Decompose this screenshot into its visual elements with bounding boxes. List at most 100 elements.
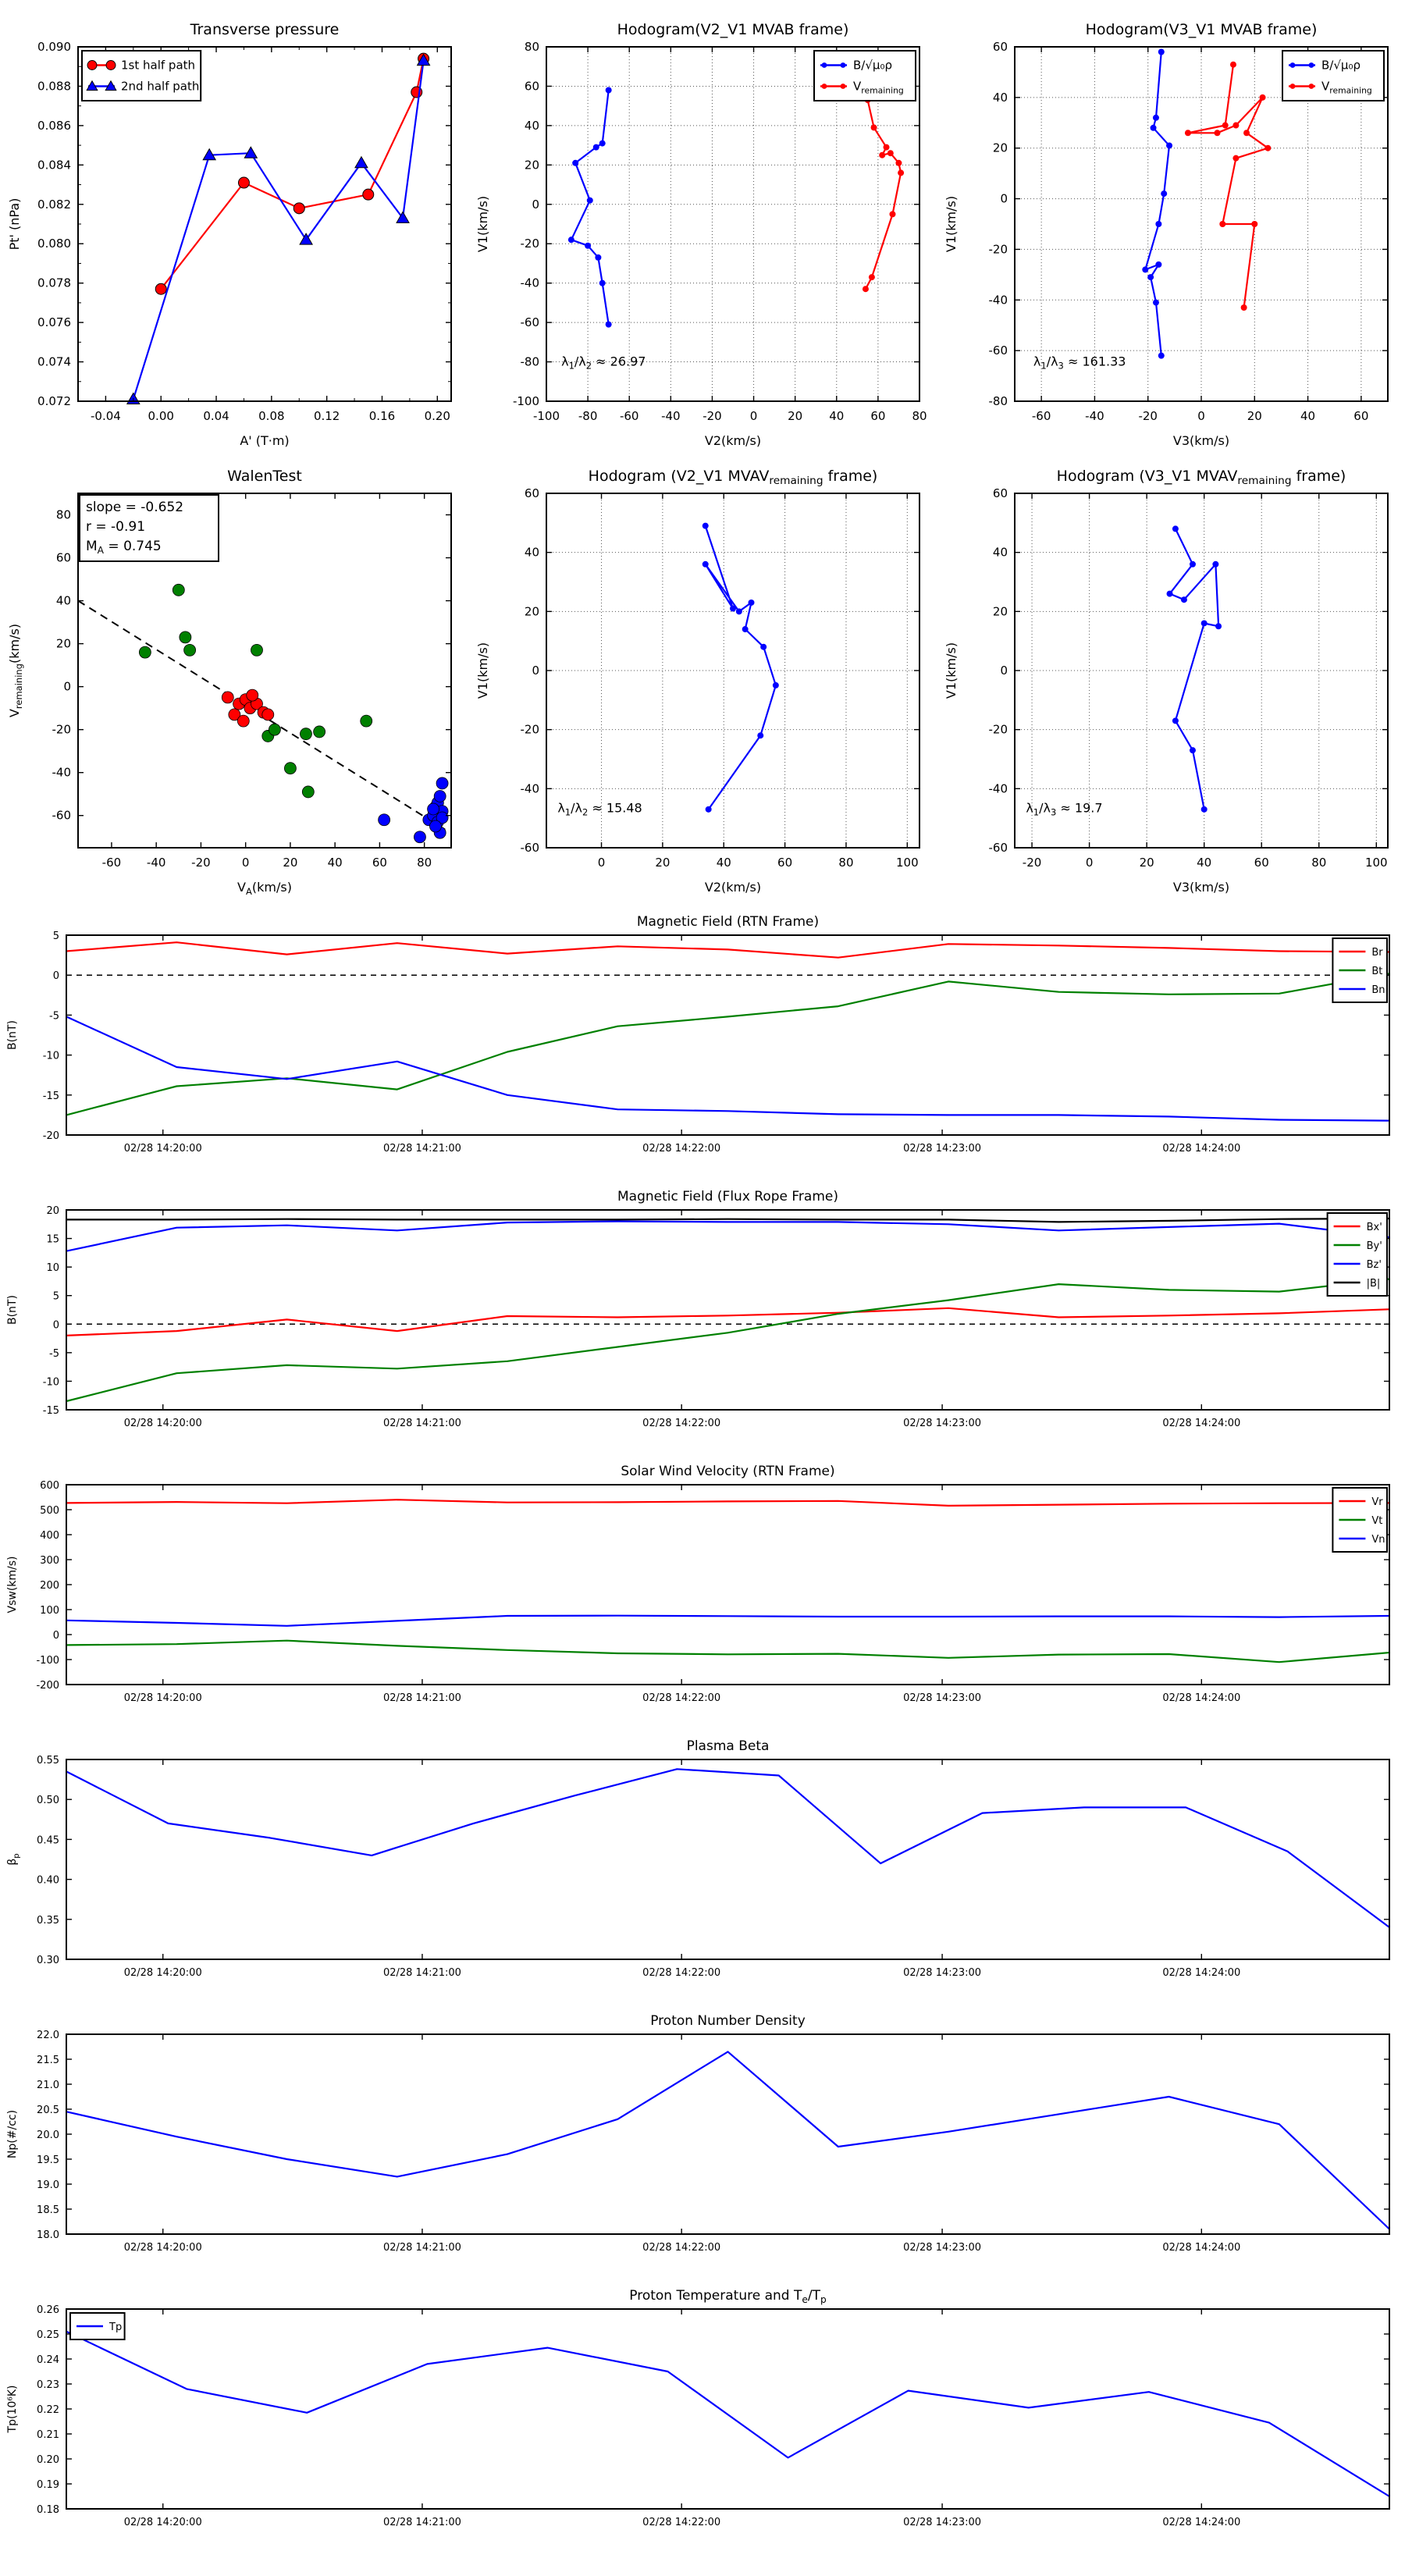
svg-text:Vr: Vr: [1371, 1496, 1383, 1508]
svg-text:Proton Number Density: Proton Number Density: [650, 2013, 806, 2029]
svg-text:Vt: Vt: [1371, 1515, 1382, 1527]
svg-text:Pt' (nPa): Pt' (nPa): [7, 198, 22, 251]
svg-text:-5: -5: [49, 1348, 59, 1360]
svg-text:-40: -40: [989, 781, 1008, 795]
svg-text:B(nT): B(nT): [6, 1295, 19, 1325]
svg-text:-20: -20: [521, 237, 540, 251]
svg-text:02/28 14:22:00: 02/28 14:22:00: [642, 2242, 720, 2254]
svg-text:V1(km/s): V1(km/s): [475, 642, 490, 699]
svg-text:20: 20: [993, 141, 1008, 155]
svg-text:-60: -60: [1032, 409, 1051, 423]
svg-text:Magnetic Field (RTN Frame): Magnetic Field (RTN Frame): [637, 914, 819, 930]
svg-text:21.5: 21.5: [37, 2055, 59, 2066]
svg-text:100: 100: [1365, 856, 1388, 870]
panel-proton-temperature: 02/28 14:20:00 02/28 14:21:00 02/28 14:22:…: [0, 2273, 1405, 2548]
svg-text:-0.04: -0.04: [91, 409, 121, 423]
svg-text:B/√μ₀ρ: B/√μ₀ρ: [1321, 59, 1361, 73]
svg-text:20: 20: [46, 1205, 59, 1217]
svg-text:By': By': [1367, 1240, 1382, 1252]
svg-text:40: 40: [993, 546, 1008, 560]
svg-text:21.0: 21.0: [37, 2080, 59, 2091]
svg-text:0: 0: [532, 197, 539, 212]
svg-text:Vn: Vn: [1371, 1534, 1385, 1546]
svg-text:-40: -40: [661, 409, 681, 423]
svg-text:0.23: 0.23: [37, 2379, 59, 2391]
svg-text:40: 40: [328, 856, 343, 870]
svg-text:-40: -40: [521, 276, 540, 290]
panel-walen-test: -60 -40 -20 0 20 40 60 80 -60 -40 -20 0 20 40 60 80 Wale…: [0, 453, 468, 899]
svg-text:0.088: 0.088: [37, 79, 71, 93]
svg-text:-20: -20: [989, 723, 1008, 737]
panel-solar-wind-velocity: 02/28 14:20:00 02/28 14:21:00 02/28 14:22:…: [0, 1449, 1405, 1724]
svg-text:0.04: 0.04: [203, 409, 229, 423]
svg-text:20: 20: [788, 409, 802, 423]
chart-svg-hodogram-v3v1-mvav: -20 0 20 40 60 80 100 -60 -40 -20 0 20 40 60 Hodogram …: [944, 468, 1389, 895]
svg-text:0: 0: [1000, 664, 1008, 678]
svg-text:0: 0: [1000, 192, 1008, 206]
panel-magnetic-field-rtn: 02/28 14:20:00 02/28 14:21:00 02/28 14:22:…: [0, 899, 1405, 1174]
svg-text:Hodogram (V3_V1 MVAVremaining: Hodogram (V3_V1 MVAVremaining frame): [1057, 468, 1346, 487]
svg-text:60: 60: [525, 486, 539, 500]
svg-text:80: 80: [838, 856, 853, 870]
panel-row-top: -0.04 0.00 0.04 0.08 0.12 0.16 0.20 0.072 0.074 0…: [0, 6, 1405, 453]
svg-text:λ1/λ3 ≈ 161.33: λ1/λ3 ≈ 161.33: [1033, 354, 1126, 372]
svg-text:20: 20: [525, 158, 539, 172]
svg-text:-100: -100: [36, 1655, 59, 1667]
svg-text:-5: -5: [49, 1010, 59, 1022]
svg-text:Solar Wind Velocity (RTN Frame: Solar Wind Velocity (RTN Frame): [621, 1464, 834, 1479]
svg-text:1st half path: 1st half path: [121, 59, 195, 73]
svg-text:10: 10: [46, 1262, 59, 1274]
svg-text:0: 0: [750, 409, 758, 423]
svg-text:-60: -60: [102, 856, 122, 870]
svg-text:02/28 14:22:00: 02/28 14:22:00: [642, 2517, 720, 2528]
svg-text:60: 60: [870, 409, 885, 423]
svg-text:Bt: Bt: [1371, 966, 1382, 977]
svg-text:02/28 14:23:00: 02/28 14:23:00: [903, 2242, 981, 2254]
svg-text:0.12: 0.12: [314, 409, 340, 423]
svg-text:Vremaining(km/s): Vremaining(km/s): [7, 624, 24, 717]
svg-text:-15: -15: [43, 1091, 59, 1102]
svg-text:V3(km/s): V3(km/s): [1173, 433, 1229, 448]
svg-text:-20: -20: [1138, 409, 1158, 423]
svg-text:0.076: 0.076: [37, 315, 71, 329]
svg-text:0.20: 0.20: [37, 2454, 59, 2466]
svg-text:80: 80: [525, 40, 539, 54]
svg-text:Vremaining: Vremaining: [1321, 80, 1372, 96]
svg-text:-10: -10: [43, 1376, 59, 1388]
svg-text:0.090: 0.090: [37, 40, 71, 54]
svg-text:Hodogram(V3_V1 MVAB frame): Hodogram(V3_V1 MVAB frame): [1086, 21, 1318, 38]
svg-text:-80: -80: [521, 355, 540, 369]
panel-hodogram-v3v1-mvav: -20 0 20 40 60 80 100 -60 -40 -20 0 20 40 60 Hodogram …: [937, 453, 1405, 899]
svg-text:0.30: 0.30: [37, 1955, 59, 1966]
chart-svg-transverse-pressure: -0.04 0.00 0.04 0.08 0.12 0.16 0.20 0.072 0.074 0…: [7, 21, 452, 448]
svg-text:0: 0: [242, 856, 250, 870]
svg-text:500: 500: [40, 1505, 59, 1517]
svg-text:02/28 14:24:00: 02/28 14:24:00: [1162, 2242, 1240, 2254]
panel-plasma-beta: 02/28 14:20:00 02/28 14:21:00 02/28 14:22:…: [0, 1724, 1405, 1998]
svg-text:0: 0: [63, 680, 71, 694]
svg-text:-100: -100: [513, 394, 539, 408]
svg-text:02/28 14:20:00: 02/28 14:20:00: [124, 2517, 202, 2528]
svg-text:0.55: 0.55: [37, 1755, 59, 1767]
svg-text:Bx': Bx': [1367, 1222, 1382, 1233]
panel-magnetic-field-flux-rope: 02/28 14:20:00 02/28 14:21:00 02/28 14:22:…: [0, 1174, 1405, 1449]
svg-text:0.19: 0.19: [37, 2479, 59, 2491]
svg-text:0.18: 0.18: [37, 2504, 59, 2516]
svg-text:Br: Br: [1371, 947, 1383, 959]
svg-text:02/28 14:23:00: 02/28 14:23:00: [903, 1692, 981, 1704]
svg-text:Tp(10⁶K): Tp(10⁶K): [6, 2386, 19, 2434]
chart-svg-solar-wind-velocity: 02/28 14:20:00 02/28 14:21:00 02/28 14:22:…: [6, 1464, 1390, 1704]
svg-text:02/28 14:23:00: 02/28 14:23:00: [903, 1143, 981, 1155]
svg-text:02/28 14:20:00: 02/28 14:20:00: [124, 2242, 202, 2254]
svg-text:-40: -40: [989, 293, 1008, 307]
svg-text:15: 15: [46, 1234, 59, 1246]
chart-svg-hodogram-v2v1-mvab: -100 -80 -60 -40 -20 0 20 40 60 80 -100 -80 -60 -40 -2…: [475, 21, 927, 448]
svg-text:0.078: 0.078: [37, 276, 71, 290]
svg-text:0.26: 0.26: [37, 2304, 59, 2316]
svg-text:02/28 14:24:00: 02/28 14:24:00: [1162, 1143, 1240, 1155]
svg-text:Proton Temperature and Te/Tp: Proton Temperature and Te/Tp: [629, 2288, 827, 2305]
svg-text:60: 60: [1254, 856, 1269, 870]
svg-text:100: 100: [896, 856, 919, 870]
svg-text:0.16: 0.16: [369, 409, 395, 423]
svg-text:400: 400: [40, 1530, 59, 1542]
